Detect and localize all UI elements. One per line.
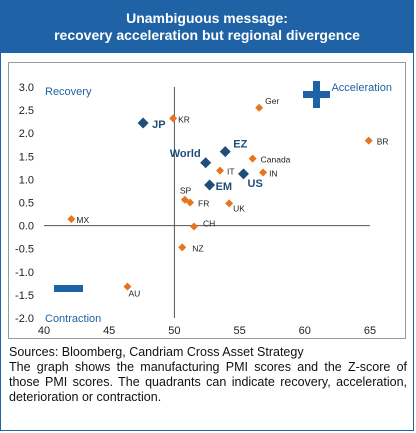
- x-tick-label: 50: [168, 325, 180, 337]
- point-label-in: IN: [269, 168, 278, 178]
- x-tick-label: 55: [233, 325, 245, 337]
- caption: Sources: Bloomberg, Candriam Cross Asset…: [9, 345, 407, 405]
- x-tick-label: 65: [364, 325, 376, 337]
- point-fr: [186, 198, 195, 207]
- y-tick-label: -2.0: [15, 313, 34, 325]
- point-br: [364, 136, 373, 145]
- point-in: [259, 168, 268, 177]
- point-label-jp: JP: [152, 119, 165, 131]
- figure-header: Unambiguous message: recovery accelerati…: [1, 1, 413, 53]
- point-label-em: EM: [216, 181, 233, 193]
- point-label-canada: Canada: [261, 155, 291, 165]
- point-mx: [67, 215, 76, 224]
- y-tick-label: -1.0: [15, 267, 34, 279]
- point-label-ch: CH: [203, 219, 215, 229]
- point-ez: [219, 146, 231, 158]
- point-label-ez: EZ: [233, 139, 247, 151]
- point-label-ger: Ger: [265, 96, 279, 106]
- point-label-world: World: [170, 148, 201, 160]
- point-it: [216, 166, 225, 175]
- point-label-br: BR: [377, 137, 389, 147]
- point-label-us: US: [248, 178, 263, 190]
- y-tick-label: -0.5: [15, 244, 34, 256]
- chart-title-line-2: recovery acceleration but regional diver…: [54, 27, 360, 43]
- point-ger: [255, 103, 264, 112]
- point-au: [123, 282, 132, 291]
- point-label-mx: MX: [76, 215, 89, 225]
- description-text: The graph shows the manufacturing PMI sc…: [9, 360, 407, 404]
- x-tick-label: 40: [38, 325, 50, 337]
- chart-box: [8, 62, 406, 339]
- point-label-kr: KR: [178, 114, 190, 124]
- y-tick-label: 2.0: [19, 128, 34, 140]
- point-uk: [225, 199, 234, 208]
- point-label-au: AU: [128, 289, 140, 299]
- y-tick-label: 1.5: [19, 151, 34, 163]
- point-ch: [189, 222, 198, 231]
- point-label-sp: SP: [180, 186, 192, 196]
- minus-sign-icon: [54, 285, 83, 292]
- y-tick-label: 0.0: [19, 221, 34, 233]
- point-label-fr: FR: [198, 199, 209, 209]
- point-label-uk: UK: [233, 203, 245, 213]
- point-label-nz: NZ: [192, 243, 203, 253]
- y-tick-label: 2.5: [19, 105, 34, 117]
- quadrant-label-acceleration: Acceleration: [331, 82, 392, 94]
- point-em: [204, 179, 216, 191]
- point-label-it: IT: [227, 167, 235, 177]
- point-us: [238, 168, 250, 180]
- point-jp: [137, 117, 149, 129]
- y-tick-label: -1.5: [15, 290, 34, 302]
- sources-text: Sources: Bloomberg, Candriam Cross Asset…: [9, 345, 304, 359]
- plus-sign-icon: [303, 81, 330, 108]
- quadrant-label-contraction: Contraction: [45, 313, 101, 325]
- point-canada: [248, 154, 257, 163]
- point-world: [200, 157, 212, 169]
- y-tick-label: 1.0: [19, 174, 34, 186]
- x-tick-label: 60: [299, 325, 311, 337]
- point-nz: [178, 243, 187, 252]
- scatter-chart: 3.0 2.5 2.0 1.5 1.0 0.5 0.0 -0.5 -1.0 -1.5 -2.0 40 4…: [15, 81, 392, 337]
- quadrant-label-recovery: Recovery: [45, 86, 92, 98]
- x-tick-label: 45: [103, 325, 115, 337]
- y-tick-label: 0.5: [19, 198, 34, 210]
- point-kr: [169, 114, 178, 123]
- y-tick-label: 3.0: [19, 82, 34, 94]
- chart-title-line-1: Unambiguous message:: [126, 10, 288, 26]
